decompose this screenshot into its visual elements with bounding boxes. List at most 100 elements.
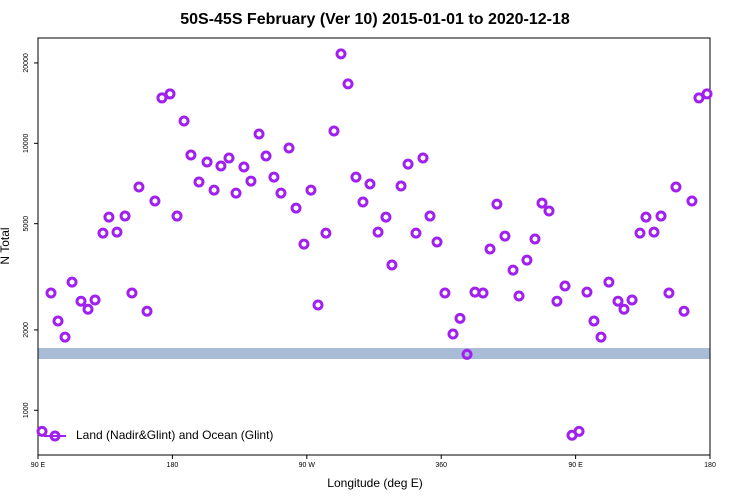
data-point	[513, 290, 525, 302]
data-point	[551, 295, 563, 307]
data-point	[372, 226, 384, 238]
data-point	[507, 264, 519, 276]
data-point	[164, 88, 176, 100]
data-point	[238, 161, 250, 173]
data-point	[52, 315, 64, 327]
x-tick-label: 180	[704, 462, 716, 469]
data-point	[320, 227, 332, 239]
data-point	[133, 181, 145, 193]
data-point	[491, 198, 503, 210]
x-tick-label: 90 E	[31, 462, 46, 469]
data-point	[439, 287, 451, 299]
legend-marker	[49, 430, 61, 442]
data-point	[559, 280, 571, 292]
y-tick-label: 1000	[23, 402, 30, 418]
y-tick-label: 10000	[23, 133, 30, 153]
data-point	[499, 230, 511, 242]
data-point	[663, 287, 675, 299]
data-point	[581, 286, 593, 298]
x-tick-label: 180	[167, 462, 179, 469]
x-tick-label: 360	[435, 462, 447, 469]
data-point	[171, 210, 183, 222]
data-point	[335, 48, 347, 60]
data-point	[253, 128, 265, 140]
data-point	[82, 303, 94, 315]
data-point	[655, 210, 667, 222]
data-point	[193, 176, 205, 188]
data-point	[693, 92, 705, 104]
data-point	[312, 299, 324, 311]
data-point	[36, 425, 48, 437]
data-point	[149, 195, 161, 207]
coverage-band	[38, 348, 710, 359]
data-point	[670, 181, 682, 193]
legend-label: Land (Nadir&Glint) and Ocean (Glint)	[76, 428, 273, 442]
data-point	[201, 156, 213, 168]
data-point	[612, 295, 624, 307]
data-point	[543, 205, 555, 217]
data-point	[386, 259, 398, 271]
data-point	[678, 305, 690, 317]
data-point	[410, 227, 422, 239]
x-axis-label: Longitude (deg E)	[327, 476, 422, 490]
data-point	[215, 160, 227, 172]
data-point	[75, 295, 87, 307]
data-point	[290, 202, 302, 214]
data-point	[178, 115, 190, 127]
data-point	[529, 233, 541, 245]
data-point	[521, 254, 533, 266]
data-point	[603, 276, 615, 288]
data-point	[640, 211, 652, 223]
data-point	[97, 227, 109, 239]
data-point	[141, 305, 153, 317]
data-point	[402, 158, 414, 170]
data-point	[103, 211, 115, 223]
y-tick-label: 20000	[23, 53, 30, 73]
data-point	[395, 180, 407, 192]
y-tick-label: 5000	[23, 216, 30, 232]
data-point	[461, 348, 473, 360]
data-point	[268, 171, 280, 183]
data-point	[185, 149, 197, 161]
y-axis-label: N Total	[0, 227, 12, 264]
data-point	[380, 211, 392, 223]
data-point	[364, 178, 376, 190]
chart-title: 50S-45S February (Ver 10) 2015-01-01 to …	[180, 11, 570, 28]
data-point	[424, 210, 436, 222]
data-point	[298, 238, 310, 250]
data-point	[223, 152, 235, 164]
data-point	[275, 187, 287, 199]
y-tick-label: 2000	[23, 322, 30, 338]
data-point	[342, 78, 354, 90]
data-point	[305, 184, 317, 196]
data-point	[357, 196, 369, 208]
data-point	[648, 226, 660, 238]
data-point	[119, 210, 131, 222]
data-point	[484, 243, 496, 255]
data-point	[573, 425, 585, 437]
x-tick-label: 90 W	[299, 462, 316, 469]
data-point	[208, 184, 220, 196]
data-point	[350, 171, 362, 183]
data-point	[626, 294, 638, 306]
data-point	[328, 125, 340, 137]
plot-frame	[37, 37, 711, 456]
data-point	[230, 187, 242, 199]
data-point	[701, 88, 713, 100]
data-point	[417, 152, 429, 164]
data-point	[45, 287, 57, 299]
data-point	[111, 226, 123, 238]
data-point	[431, 236, 443, 248]
data-point	[89, 294, 101, 306]
data-point	[126, 287, 138, 299]
x-tick-label: 90 E	[568, 462, 583, 469]
data-point	[59, 331, 71, 343]
data-point	[595, 331, 607, 343]
data-point	[477, 287, 489, 299]
data-point	[245, 175, 257, 187]
data-point	[618, 303, 630, 315]
data-point	[686, 195, 698, 207]
data-point	[588, 315, 600, 327]
data-point	[447, 328, 459, 340]
